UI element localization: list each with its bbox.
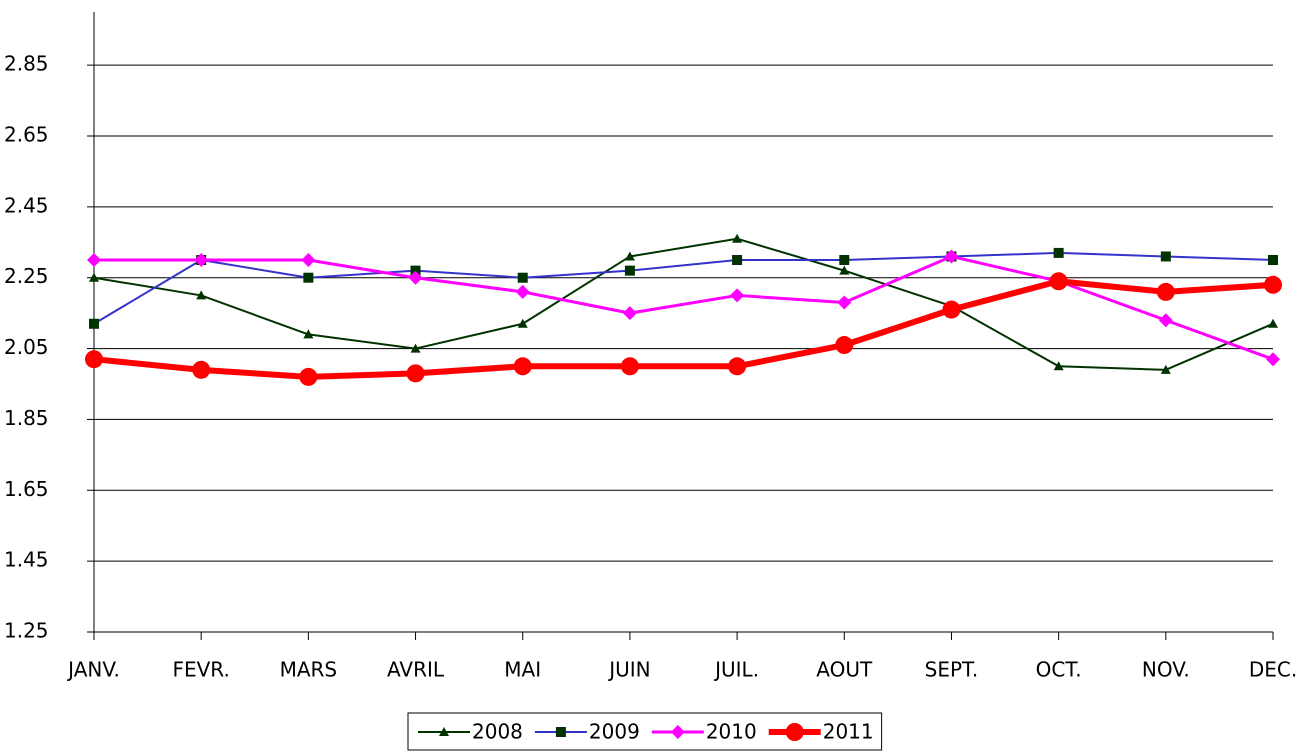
y-tick-label: 2.85 <box>4 52 49 76</box>
marker <box>839 255 850 265</box>
marker <box>624 265 635 276</box>
marker <box>624 251 635 261</box>
marker <box>1264 275 1282 294</box>
marker <box>299 367 318 386</box>
marker <box>513 357 532 376</box>
marker <box>837 295 852 310</box>
marker <box>89 318 99 329</box>
marker <box>410 265 421 276</box>
y-tick-label: 1.65 <box>4 477 49 501</box>
marker <box>839 265 850 275</box>
x-tick-label: NOV. <box>1142 658 1190 682</box>
y-tick-label: 1.25 <box>4 619 49 643</box>
x-tick-label: AVRIL <box>387 658 445 682</box>
marker <box>732 255 743 265</box>
marker <box>1160 364 1171 374</box>
y-tick-label: 2.05 <box>4 335 49 359</box>
marker <box>1158 313 1173 328</box>
marker <box>85 350 103 369</box>
marker <box>1156 282 1175 301</box>
marker <box>730 288 745 303</box>
marker <box>410 343 421 353</box>
y-tick-label: 2.25 <box>4 264 49 288</box>
series-line <box>93 237 1274 371</box>
legend: 2008 2009 2010 2011 <box>407 712 883 751</box>
marker <box>408 270 423 285</box>
x-tick-label: FEVR. <box>172 658 229 682</box>
x-tick-label: OCT. <box>1036 658 1082 682</box>
marker <box>785 723 804 741</box>
marker <box>517 272 528 283</box>
marker <box>944 249 959 264</box>
marker <box>1053 247 1064 258</box>
x-tick-label: JUIL. <box>713 658 759 682</box>
marker <box>1266 352 1280 367</box>
marker <box>555 727 566 737</box>
series-line <box>94 254 1274 361</box>
marker <box>303 329 314 339</box>
x-tick-label: JANV. <box>66 658 120 682</box>
y-tick-label: 2.65 <box>4 123 49 147</box>
x-tick-label: MAI <box>504 658 541 682</box>
x-tick-label: AOUT <box>816 658 873 682</box>
y-tick-label: 2.45 <box>4 193 49 217</box>
marker <box>622 306 637 321</box>
x-tick-label: JUIN <box>607 658 650 682</box>
marker <box>406 364 425 383</box>
legend-label: 2011 <box>823 720 874 744</box>
marker <box>301 253 316 267</box>
marker <box>515 284 530 299</box>
legend-label: 2010 <box>706 720 757 744</box>
series-line <box>93 278 1274 380</box>
y-tick-label: 1.85 <box>4 406 49 430</box>
marker <box>1160 251 1171 262</box>
marker <box>1268 318 1278 328</box>
marker <box>196 290 207 300</box>
marker <box>517 318 528 328</box>
marker <box>728 357 747 376</box>
x-tick-label: MARS <box>280 658 338 682</box>
marker <box>1049 272 1068 291</box>
legend-label: 2008 <box>472 720 523 744</box>
marker <box>439 727 449 736</box>
marker <box>620 357 639 376</box>
marker <box>732 233 743 243</box>
marker <box>942 300 961 319</box>
marker <box>1053 361 1064 371</box>
x-tick-label: SEPT. <box>925 658 979 682</box>
marker <box>192 360 211 379</box>
marker <box>835 336 854 355</box>
marker <box>87 253 101 267</box>
marker <box>670 725 685 739</box>
series-line <box>93 251 1274 325</box>
marker <box>194 253 209 267</box>
y-tick-label: 1.45 <box>4 548 49 572</box>
marker <box>1268 255 1278 265</box>
marker <box>89 272 99 282</box>
x-tick-label: DEC. <box>1249 658 1297 682</box>
legend-label: 2009 <box>589 720 640 744</box>
marker <box>303 272 314 283</box>
